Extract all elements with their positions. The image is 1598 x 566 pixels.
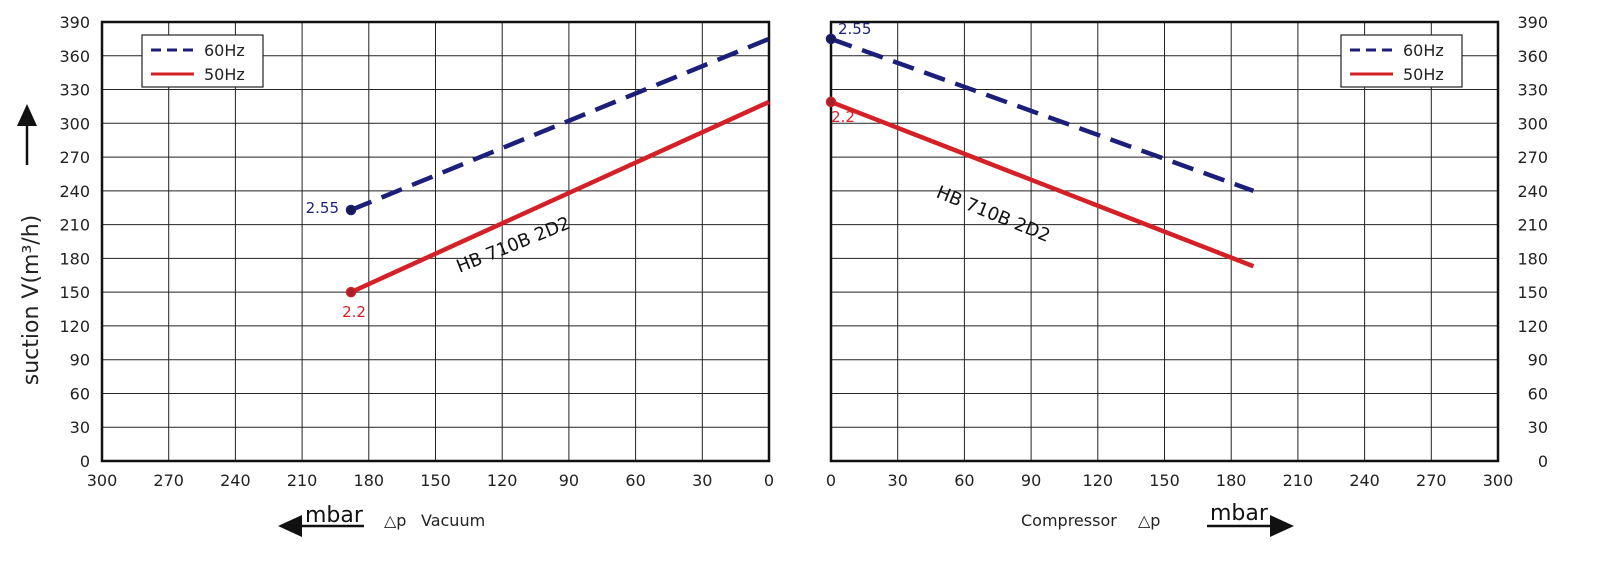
- x-tick-label: 150: [420, 471, 451, 490]
- y-tick-label: 210: [59, 216, 90, 235]
- legend-label-60Hz: 60Hz: [1403, 41, 1444, 60]
- y-tick-label: 180: [59, 249, 90, 268]
- y-tick-label: 150: [59, 283, 90, 302]
- x-tick-label: 0: [826, 471, 836, 490]
- chart-panel-vacuum: 300 270 240 210 180 150 120 90 60 30 0030609012015…: [59, 13, 774, 537]
- x-tick-label: 120: [1083, 471, 1114, 490]
- x-tick-label: 60: [625, 471, 645, 490]
- y-tick-label: 360: [59, 47, 90, 66]
- y-axis-label: suction V(m³/h): [19, 215, 44, 385]
- y-tick-label: 150: [1517, 283, 1548, 302]
- x-axis-arrow-head: [278, 515, 302, 537]
- y-tick-label: 120: [59, 317, 90, 336]
- legend: 60Hz 50Hz: [1340, 34, 1463, 88]
- x-tick-label: 270: [153, 471, 184, 490]
- y-tick-label: 30: [70, 418, 90, 437]
- x-tick-label: 180: [354, 471, 385, 490]
- x-axis-unit: mbar: [1210, 501, 1269, 526]
- y-tick-label: 240: [59, 182, 90, 201]
- y-tick-label: 270: [1517, 148, 1548, 167]
- chart-panel-compressor: 0 30 60 90 120 150 180 210 240 270 300 0 30 60 90 120 15…: [825, 13, 1548, 537]
- x-tick-label: 300: [1483, 471, 1514, 490]
- x-tick-label: 90: [559, 471, 579, 490]
- plot-frame: [100, 20, 771, 463]
- x-tick-label: 270: [1416, 471, 1447, 490]
- legend: 60Hz 50Hz: [141, 34, 264, 88]
- series-line-50Hz: [830, 99, 1255, 269]
- x-axis-arrow-head: [1270, 515, 1294, 537]
- x-axis-delta-symbol: △p: [384, 511, 406, 530]
- y-tick-label: 330: [59, 81, 90, 100]
- x-axis-caption: mbar △p Vacuum: [278, 503, 485, 537]
- y-tick-label: 0: [80, 452, 90, 471]
- x-tick-label: 0: [764, 471, 774, 490]
- x-tick-label: 30: [888, 471, 908, 490]
- y-tick-label: 90: [1528, 351, 1548, 370]
- x-tick-label: 300: [87, 471, 118, 490]
- x-tick-label: 180: [1216, 471, 1247, 490]
- y-tick-label: 330: [1517, 81, 1548, 100]
- y-tick-label: 360: [1517, 47, 1548, 66]
- y-tick-label: 390: [59, 13, 90, 32]
- model-annotation: HB 710B 2D2: [454, 213, 574, 278]
- x-tick-label: 150: [1149, 471, 1180, 490]
- legend-box: [1340, 34, 1463, 88]
- x-tick-label: 210: [1283, 471, 1314, 490]
- x-tick-label: 90: [1021, 471, 1041, 490]
- x-tick-label: 120: [487, 471, 518, 490]
- y-tick-label: 390: [1517, 13, 1548, 32]
- legend-box: [141, 34, 264, 88]
- series-end-label-60Hz: 2.55: [306, 199, 339, 217]
- series-line-50Hz: [350, 99, 770, 295]
- series-line-60Hz: [350, 36, 770, 213]
- y-tick-label: 300: [59, 114, 90, 133]
- x-tick-label: 240: [220, 471, 251, 490]
- plot-frame: [829, 20, 1500, 463]
- y-tick-label: 300: [1517, 114, 1548, 133]
- legend-label-50Hz: 50Hz: [204, 65, 245, 84]
- x-axis-caption: Compressor △p mbar: [1021, 501, 1294, 537]
- y-tick-label: 60: [70, 384, 90, 403]
- y-tick-label: 180: [1517, 249, 1548, 268]
- series-end-point-60Hz: [825, 33, 837, 45]
- series-end-label-60Hz: 2.55: [838, 20, 871, 38]
- x-axis-title: Compressor: [1021, 511, 1117, 530]
- series-end-label-50Hz: 2.2: [342, 303, 366, 321]
- legend-label-50Hz: 50Hz: [1403, 65, 1444, 84]
- x-axis-title: Vacuum: [421, 511, 485, 530]
- x-tick-label: 30: [692, 471, 712, 490]
- y-tick-label: 60: [1528, 384, 1548, 403]
- series-end-label-50Hz: 2.2: [831, 108, 855, 126]
- series-end-point-50Hz: [345, 286, 357, 298]
- y-axis-arrow: [17, 104, 37, 165]
- series-end-point-50Hz: [825, 96, 837, 108]
- y-tick-label: 210: [1517, 216, 1548, 235]
- x-tick-label: 240: [1349, 471, 1380, 490]
- x-axis-unit: mbar: [305, 503, 364, 528]
- x-axis-delta-symbol: △p: [1138, 511, 1160, 530]
- y-tick-label: 0: [1538, 452, 1548, 471]
- model-annotation: HB 710B 2D2: [933, 182, 1053, 247]
- y-tick-label: 120: [1517, 317, 1548, 336]
- y-tick-label: 90: [70, 351, 90, 370]
- y-tick-label: 240: [1517, 182, 1548, 201]
- y-tick-label: 30: [1528, 418, 1548, 437]
- series-end-point-60Hz: [345, 204, 357, 216]
- legend-label-60Hz: 60Hz: [204, 41, 245, 60]
- series-line-60Hz: [830, 36, 1255, 193]
- x-tick-label: 60: [954, 471, 974, 490]
- y-tick-label: 270: [59, 148, 90, 167]
- x-tick-label: 210: [287, 471, 318, 490]
